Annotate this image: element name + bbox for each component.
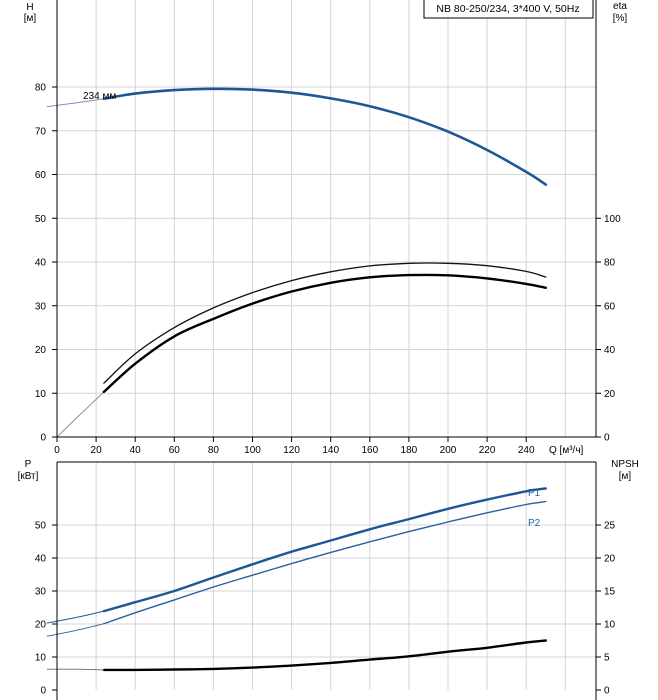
x-tick-label: 80 <box>208 445 220 456</box>
series-line-npsh <box>102 639 547 672</box>
series-line-p2 <box>103 500 547 625</box>
left-tick-label: 50 <box>35 521 47 532</box>
x-tick-label: 160 <box>361 445 378 456</box>
x-axis-label: Q [м³/ч] <box>549 445 584 456</box>
bottom-right-axis-unit: [м] <box>619 471 632 482</box>
right-tick-label: 20 <box>604 554 616 565</box>
series-label-p1: P1 <box>528 488 541 499</box>
chart-title-box <box>423 0 594 19</box>
series-line-p1-thin <box>46 610 105 624</box>
bottom-left-axis-unit: [кВт] <box>18 471 39 482</box>
left-tick-label: 40 <box>35 258 47 269</box>
series-line-p2-thin <box>46 623 105 637</box>
series-label-p2: P2 <box>528 518 541 529</box>
left-tick-label: 0 <box>40 686 46 697</box>
series-line-head-thin <box>46 98 105 108</box>
series-line-npsh-thin <box>46 668 105 671</box>
right-tick-label: 0 <box>604 686 610 697</box>
left-tick-label: 80 <box>35 83 47 94</box>
left-tick-label: 40 <box>35 554 47 565</box>
left-tick-label: 20 <box>35 345 47 356</box>
x-tick-label: 180 <box>401 445 418 456</box>
left-tick-label: 20 <box>35 620 47 631</box>
left-tick-label: 10 <box>35 653 47 664</box>
series-line-eta-lower <box>102 273 547 394</box>
left-tick-label: 70 <box>35 126 47 137</box>
x-tick-label: 40 <box>130 445 142 456</box>
right-tick-label: 25 <box>604 521 616 532</box>
top-series <box>46 87 548 438</box>
impeller-annotation: 234 мм <box>83 91 116 102</box>
right-tick-label: 15 <box>604 587 616 598</box>
top-left-axis-unit: [м] <box>24 13 37 24</box>
x-tick-label: 220 <box>479 445 496 456</box>
right-tick-label: 5 <box>604 653 610 664</box>
right-tick-label: 10 <box>604 620 616 631</box>
right-tick-label: 80 <box>604 258 616 269</box>
top-right-axis-unit: [%] <box>613 13 628 24</box>
x-tick-label: 100 <box>244 445 261 456</box>
x-tick-label: 140 <box>322 445 339 456</box>
x-tick-label: 200 <box>440 445 457 456</box>
bottom-ticks: 0 10 20 30 40 50 0 5 10 15 20 25 <box>35 521 616 697</box>
right-tick-label: 20 <box>604 389 616 400</box>
bottom-right-axis-label: NPSH <box>611 459 639 470</box>
right-tick-label: 0 <box>604 433 610 444</box>
series-line-eta-thin <box>56 391 105 438</box>
series-line-p1 <box>102 487 547 613</box>
x-tick-label: 20 <box>91 445 103 456</box>
right-tick-label: 60 <box>604 301 616 312</box>
left-tick-label: 10 <box>35 389 47 400</box>
left-tick-label: 0 <box>40 433 46 444</box>
series-line-eta-upper <box>103 262 547 384</box>
x-tick-label: 60 <box>169 445 181 456</box>
x-tick-label: 120 <box>283 445 300 456</box>
bottom-grid <box>57 462 596 690</box>
left-tick-label: 30 <box>35 587 47 598</box>
left-tick-label: 60 <box>35 170 47 181</box>
series-line-head <box>102 87 548 186</box>
right-tick-label: 40 <box>604 345 616 356</box>
left-tick-label: 30 <box>35 301 47 312</box>
top-grid <box>57 0 596 437</box>
top-right-axis-label: eta <box>613 1 627 12</box>
left-tick-label: 50 <box>35 214 47 225</box>
top-ticks: 0 10 20 30 40 50 60 70 80 0 20 40 60 80 100 0 20 40 60 80 10… <box>35 83 621 457</box>
right-tick-label: 100 <box>604 214 621 225</box>
chart-title: NB 80-250/234, 3*400 V, 50Hz <box>436 3 579 15</box>
top-left-axis-label: H <box>26 2 33 13</box>
x-tick-label: 240 <box>518 445 535 456</box>
bottom-series <box>46 487 547 672</box>
x-tick-label: 0 <box>54 445 60 456</box>
bottom-left-axis-label: P <box>25 459 32 470</box>
